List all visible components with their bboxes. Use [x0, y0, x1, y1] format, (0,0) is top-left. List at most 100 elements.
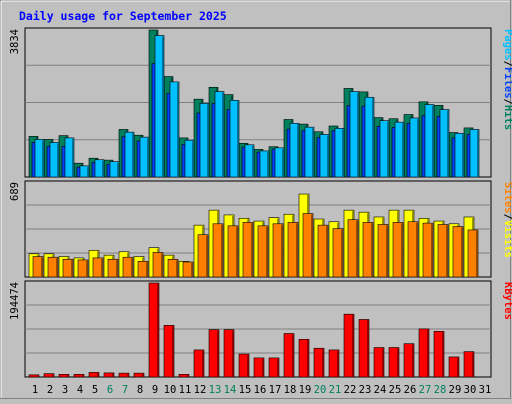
bar-sites-day-15: [242, 222, 254, 278]
bar-shadow: [217, 330, 219, 377]
x-tick-label: 15: [239, 384, 252, 396]
bar-sites-day-12: [197, 234, 209, 278]
bar-pages-day-26: [409, 117, 420, 178]
bar-shadow: [327, 135, 329, 177]
bar-kbytes: [193, 349, 205, 378]
bar-pages: [109, 161, 120, 178]
bar-shadow: [337, 350, 339, 377]
bar-kbytes-day-14: [223, 329, 235, 378]
bar-shadow: [307, 340, 309, 377]
legend-entry-: /: [502, 61, 512, 67]
bar-kbytes: [253, 357, 265, 378]
bar-shadow: [157, 284, 159, 377]
bar-sites-day-16: [257, 225, 269, 278]
bar-kbytes: [223, 329, 235, 378]
bar-pages-day-17: [274, 147, 285, 178]
bar-sites-day-24: [377, 224, 389, 278]
bar-shadow: [102, 160, 104, 177]
x-tick-label: 14: [224, 384, 237, 396]
bar-kbytes: [343, 313, 355, 378]
legend-entry-files: Files: [502, 67, 512, 99]
bar-shadow: [386, 225, 388, 277]
bar-kbytes: [283, 333, 295, 378]
bar-pages-day-4: [79, 165, 90, 178]
bar-shadow: [251, 223, 253, 277]
x-tick-label: 13: [209, 384, 222, 396]
x-tick-label: 18: [284, 384, 297, 396]
bar-pages: [454, 132, 465, 178]
x-axis-day-labels: 1 2 3 4 5 6 7 8 9 10 11 12 13 14 15 16 17 18 19 20 21 22 23 24 2…: [32, 384, 491, 396]
bar-shadow: [297, 124, 299, 177]
bar-sites-day-26: [407, 221, 419, 278]
bar-pages-day-24: [379, 120, 390, 178]
x-tick-label: 22: [344, 384, 357, 396]
bar-pages: [364, 96, 375, 178]
bar-pages: [154, 35, 165, 178]
bar-shadow: [147, 138, 149, 177]
bar-pages: [244, 144, 255, 178]
bar-sites: [197, 234, 209, 278]
bar-kbytes-day-4: [73, 374, 85, 378]
bar-sites-day-29: [452, 226, 464, 278]
bar-sites: [107, 258, 119, 278]
bar-sites: [242, 222, 254, 278]
bar-sites-day-18: [287, 222, 299, 278]
bar-pages: [379, 120, 390, 178]
bar-pages-day-21: [334, 128, 345, 178]
bar-sites: [137, 261, 149, 278]
bar-kbytes: [148, 282, 160, 378]
bar-kbytes-day-7: [118, 372, 130, 378]
bar-kbytes: [268, 357, 280, 378]
bar-shadow: [177, 82, 179, 177]
x-tick-label: 24: [374, 384, 387, 396]
bar-kbytes-day-24: [373, 347, 385, 378]
x-tick-label: 9: [152, 384, 158, 396]
bar-shadow: [236, 226, 238, 277]
bar-shadow: [191, 262, 193, 277]
bar-kbytes-day-2: [43, 373, 55, 378]
bar-shadow: [222, 92, 224, 177]
bar-kbytes: [433, 331, 445, 378]
bar-shadow: [266, 226, 268, 277]
bar-shadow: [367, 320, 369, 377]
bar-sites: [392, 222, 404, 278]
bar-shadow: [397, 348, 399, 377]
bar-shadow: [387, 121, 389, 177]
bar-pages-day-2: [49, 142, 60, 178]
legend-panel-3: KBytes: [502, 282, 512, 320]
bar-kbytes: [58, 374, 70, 378]
bar-shadow: [282, 148, 284, 177]
bar-shadow: [207, 104, 209, 177]
bar-shadow: [371, 223, 373, 277]
bar-kbytes-day-26: [403, 343, 415, 378]
bar-shadow: [447, 110, 449, 177]
bar-sites: [407, 221, 419, 278]
bar-kbytes: [403, 343, 415, 378]
x-tick-label: 28: [434, 384, 447, 396]
bar-shadow: [127, 374, 129, 377]
bar-pages-day-5: [94, 159, 105, 178]
bar-shadow: [357, 92, 359, 177]
bar-shadow: [56, 258, 58, 277]
bar-pages-day-14: [229, 100, 240, 178]
legend-entry-hits: Hits: [502, 105, 512, 130]
bar-shadow: [292, 334, 294, 377]
x-tick-label: 1: [32, 384, 38, 396]
bar-shadow: [112, 373, 114, 377]
bar-shadow: [67, 375, 69, 377]
x-tick-label: 23: [359, 384, 372, 396]
bar-sites: [77, 259, 89, 278]
x-tick-label: 26: [404, 384, 417, 396]
bar-sites: [92, 257, 104, 278]
bar-sites: [452, 226, 464, 278]
bar-pages: [214, 91, 225, 178]
bar-kbytes: [238, 353, 250, 378]
bar-pages: [259, 150, 270, 178]
bar-pages-day-27: [424, 104, 435, 178]
bar-shadow: [342, 129, 344, 177]
bar-pages-day-25: [394, 121, 405, 178]
bar-sites-day-10: [167, 258, 179, 278]
bar-sites: [212, 223, 224, 278]
x-tick-label: 21: [329, 384, 342, 396]
